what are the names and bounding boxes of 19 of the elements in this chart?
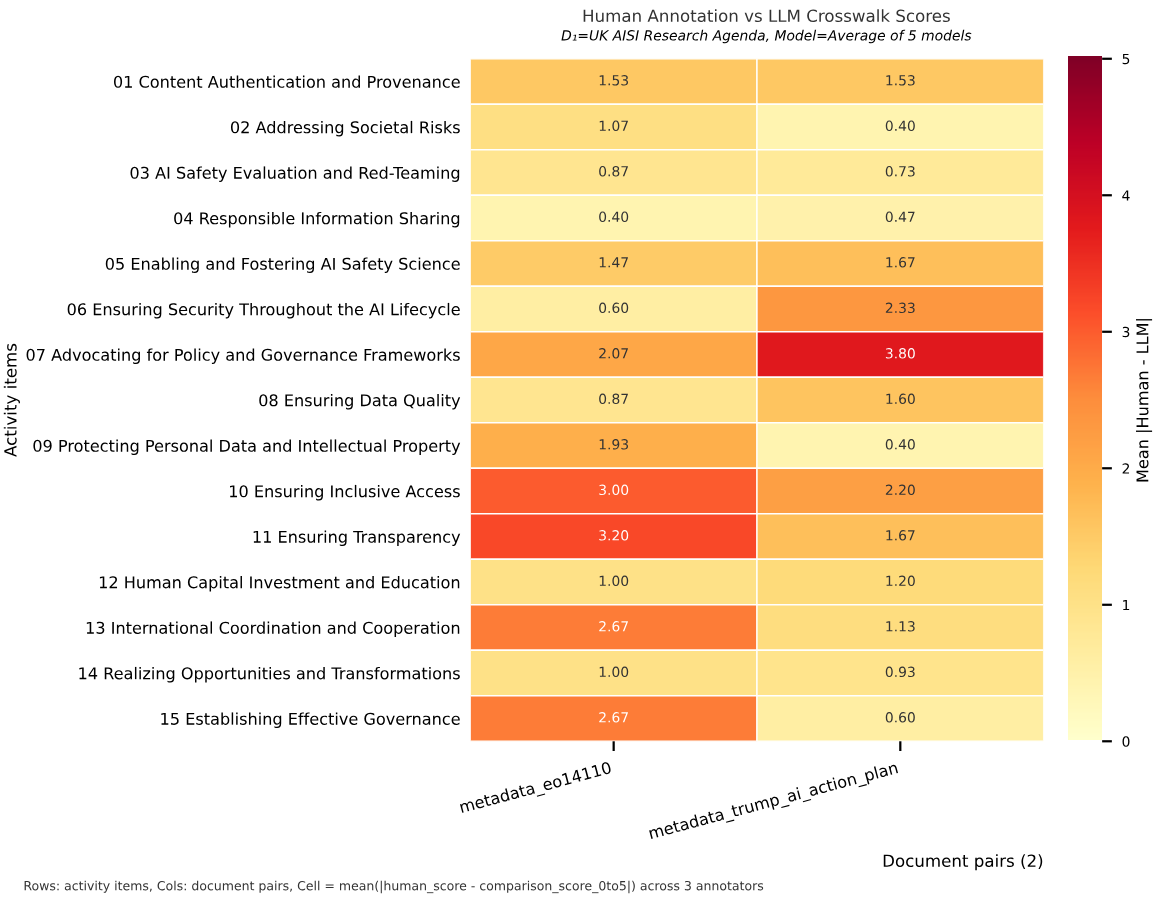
- y-tick-label: 10 Ensuring Inclusive Access: [230, 484, 460, 501]
- y-tick-label: 07 Advocating for Policy and Governance Frameworks: [26, 348, 460, 364]
- y-tick-label: 02 Addressing Societal Risks: [230, 120, 460, 137]
- y-tick-label: 03 AI Safety Evaluation and Red-Teaming: [130, 166, 460, 182]
- y-tick-label: 13 International Coordination and Cooperation: [86, 621, 460, 637]
- y-tick-label: 15 Establishing Effective Governance: [161, 712, 460, 728]
- y-tick-label: 09 Protecting Personal Data and Intellectual Property: [33, 439, 461, 455]
- color-bar-title: Mean |Human - LLM|: [1135, 319, 1153, 482]
- y-tick-label: 14 Realizing Opportunities and Transformations: [79, 666, 460, 683]
- y-tick-label: 08 Ensuring Data Quality: [259, 393, 461, 410]
- x-axis-title: Document pairs (2): [883, 854, 1043, 871]
- y-tick-label: 12 Human Capital Investment and Education: [99, 575, 460, 592]
- y-axis-title: Activity items: [3, 343, 20, 457]
- y-tick-label: 01 Content Authentication and Provenance: [113, 75, 460, 88]
- y-tick-label: 11 Ensuring Transparency: [253, 530, 461, 546]
- chart-title: Human Annotation vs LLM Crosswalk Scores: [583, 9, 950, 23]
- y-tick-label: 04 Responsible Information Sharing: [174, 211, 460, 228]
- y-tick-label: 06 Ensuring Security Throughout the AI Lifecycle: [67, 302, 460, 319]
- y-tick-label: 05 Enabling and Fostering AI Safety Science: [105, 257, 460, 273]
